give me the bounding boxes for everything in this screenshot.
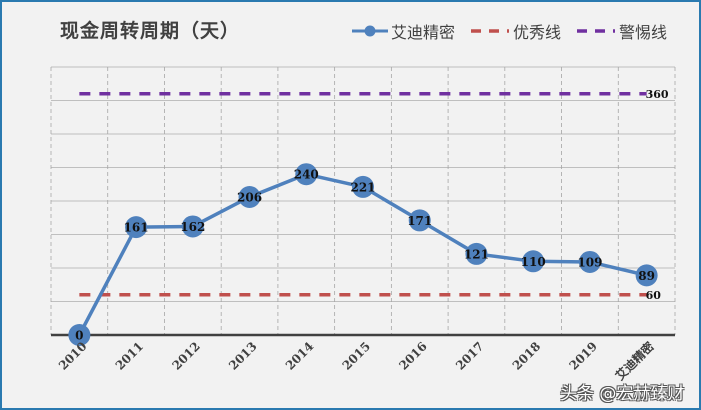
data-point-label: 161 — [124, 221, 149, 235]
x-axis-tick-label: 2019 — [567, 339, 601, 373]
legend-item-company: 艾迪精密 — [351, 19, 455, 43]
x-axis-tick-label: 2010 — [56, 339, 90, 373]
x-axis-tick-label: 2013 — [226, 339, 260, 373]
legend-item-excellent-line: 优秀线 — [469, 19, 561, 43]
chart-legend: 艾迪精密 优秀线 警惕线 — [351, 19, 681, 43]
legend-label-company: 艾迪精密 — [391, 23, 456, 42]
legend-item-warning-line: 警惕线 — [575, 19, 667, 43]
x-axis-tick-label: 2014 — [283, 339, 317, 373]
data-point-marker — [238, 185, 261, 208]
data-point-label: 110 — [521, 255, 546, 269]
x-axis-tick-label: 2018 — [510, 339, 544, 373]
data-point-label: 121 — [464, 247, 489, 261]
data-point-marker — [635, 264, 658, 287]
x-axis-tick-label: 2015 — [340, 339, 374, 373]
x-axis-tick-label: 2012 — [169, 339, 203, 373]
company-series-line — [77, 172, 648, 336]
data-point-marker — [522, 250, 545, 273]
x-axis-tick-label: 艾迪精密 — [612, 339, 657, 384]
data-point-marker — [68, 324, 91, 346]
x-axis-tick-label: 2011 — [113, 339, 147, 373]
data-point-marker — [295, 163, 318, 186]
data-point-label: 109 — [577, 255, 602, 269]
data-point-label: 240 — [294, 168, 319, 182]
data-point-marker — [352, 175, 374, 198]
data-point-marker — [578, 250, 601, 273]
data-point-marker — [465, 242, 488, 265]
line-marker-legend-icon — [352, 25, 388, 37]
legend-label-excellent: 优秀线 — [513, 23, 562, 42]
data-point-label: 0 — [75, 329, 83, 343]
dashed-red-legend-icon — [471, 29, 510, 33]
chart-title: 现金周转周期（天） — [60, 20, 241, 42]
reference-line-value-label: 60 — [646, 289, 662, 302]
data-point-label: 171 — [407, 214, 432, 228]
data-point-label: 89 — [638, 269, 655, 283]
reference-line-value-label: 360 — [646, 88, 669, 101]
data-point-marker — [408, 209, 431, 232]
legend-label-warning: 警惕线 — [619, 23, 668, 42]
data-point-label: 162 — [180, 220, 205, 234]
data-point-label: 206 — [237, 190, 262, 204]
x-axis-tick-label: 2017 — [453, 339, 487, 373]
dashed-purple-legend-icon — [577, 29, 616, 33]
data-point-label: 221 — [350, 180, 375, 194]
data-point-marker — [125, 216, 148, 239]
x-axis-tick-label: 2016 — [396, 339, 430, 373]
data-point-marker — [181, 215, 204, 238]
watermark: 头条 @宏赫臻财 — [560, 384, 685, 404]
